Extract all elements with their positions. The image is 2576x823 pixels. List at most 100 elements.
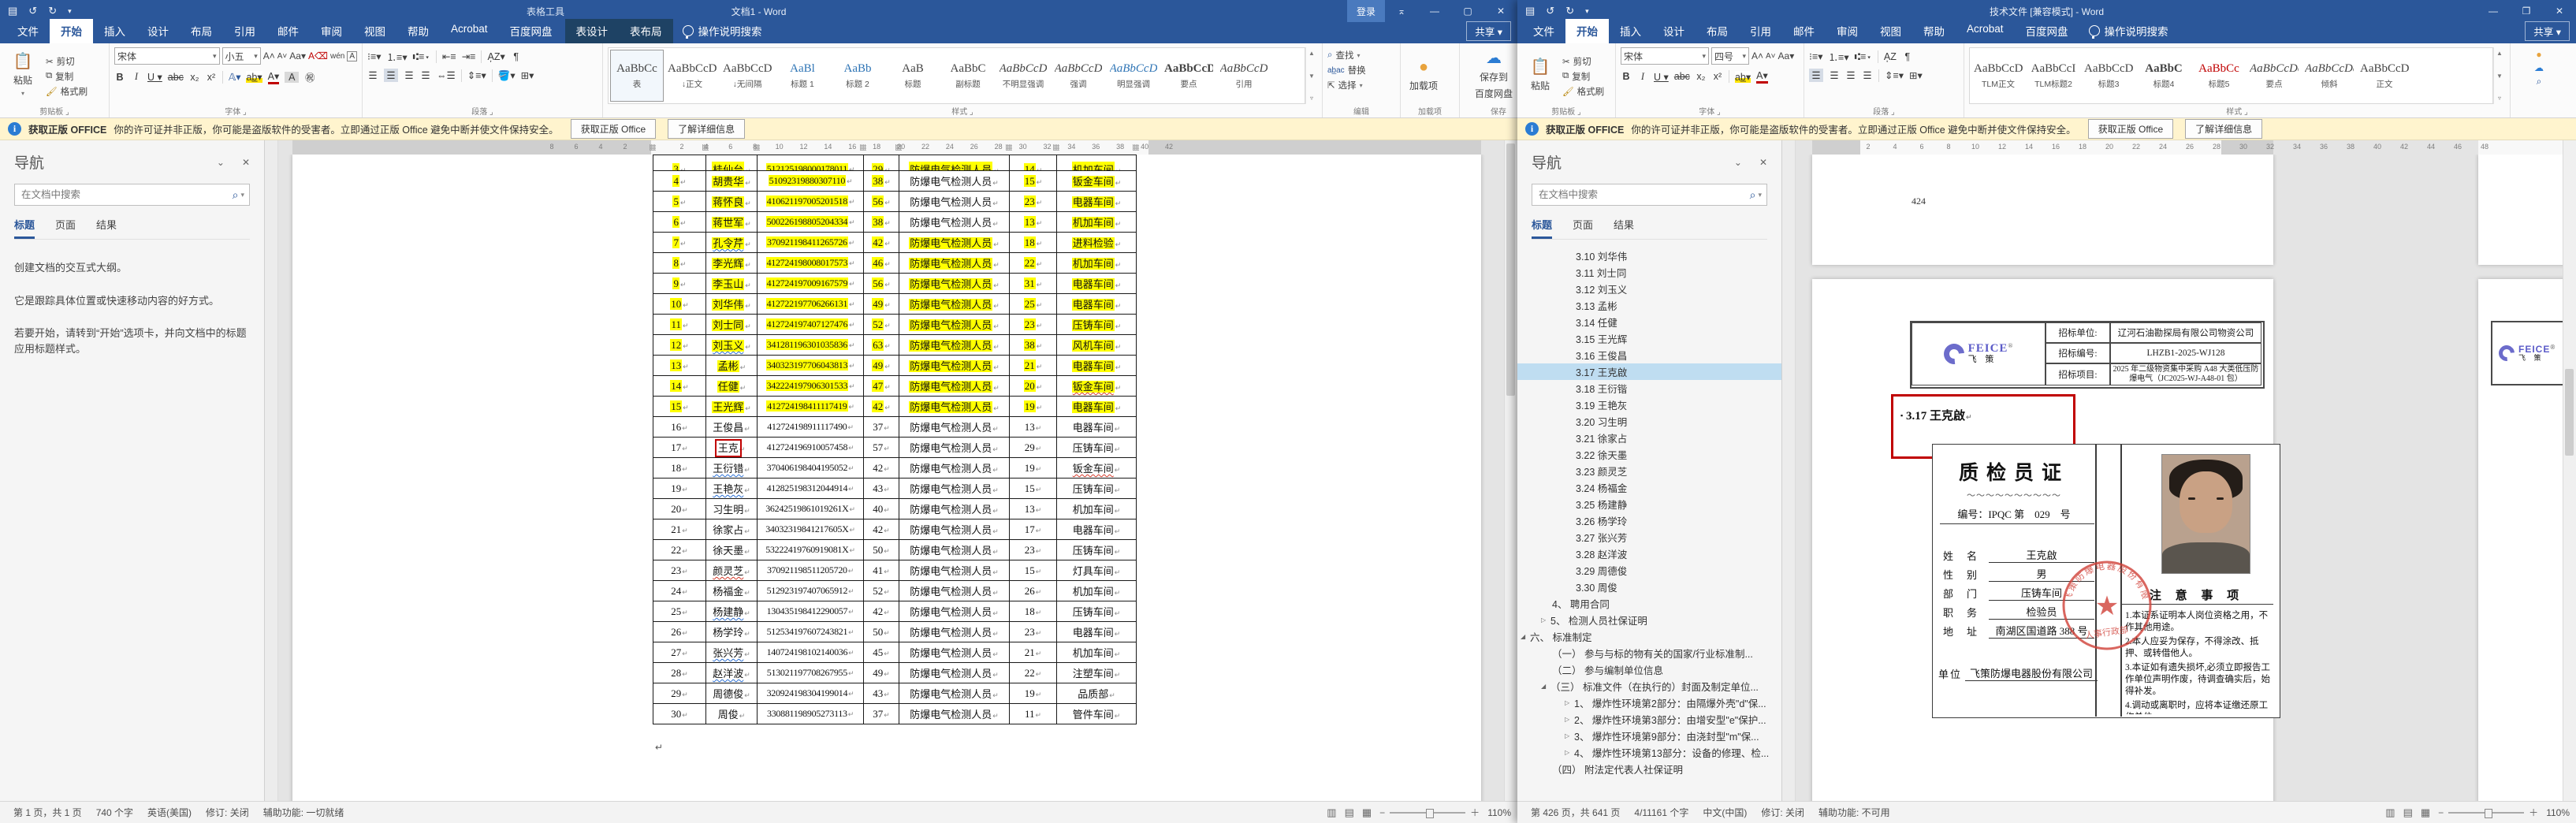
- collapsed-arrow-icon[interactable]: ▷: [1565, 699, 1570, 706]
- table-cell[interactable]: 26↵: [1009, 580, 1057, 601]
- nav-heading-item[interactable]: 3.10 刘华伟: [1517, 248, 1781, 264]
- nav-heading-item[interactable]: 4、 聘用合同: [1517, 595, 1781, 612]
- table-cell[interactable]: 防爆电气检测人员↵: [899, 683, 1010, 704]
- style-item[interactable]: AaBbCcD ↓正文: [665, 50, 719, 102]
- accessibility-indicator[interactable]: 辅助功能: 不可用: [1818, 807, 1890, 818]
- nav-heading-item[interactable]: ▷ 3、 爆炸性环境第9部分：由浇封型"m"保...: [1517, 728, 1781, 744]
- search-icon[interactable]: ⌕: [232, 188, 239, 201]
- style-item[interactable]: AaBbCcD 引用: [1217, 50, 1271, 102]
- table-cell[interactable]: 品质部↵: [1056, 683, 1137, 704]
- table-cell[interactable]: 李玉山 ↵: [705, 273, 758, 294]
- table-cell[interactable]: 杨福金↵: [705, 580, 758, 601]
- nav-heading-item[interactable]: ▷ 4、 爆炸性环境第13部分：设备的修理、检...: [1517, 744, 1781, 761]
- table-cell[interactable]: 16↵: [653, 416, 706, 438]
- table-column-marker[interactable]: [1133, 144, 1139, 151]
- qat-customize-icon[interactable]: ▾: [1585, 6, 1589, 15]
- table-cell[interactable]: 压铸车间↵: [1056, 478, 1137, 499]
- table-cell[interactable]: 灯具车间↵: [1056, 560, 1137, 581]
- grow-font-icon[interactable]: A˄: [1751, 50, 1764, 61]
- bullets-icon[interactable]: ⁝≡▾: [1809, 51, 1823, 62]
- table-cell[interactable]: 9 ↵: [653, 273, 706, 294]
- table-cell[interactable]: 41↵: [863, 560, 899, 581]
- language-indicator[interactable]: 英语(美国): [147, 807, 192, 818]
- table-cell[interactable]: 习生明↵: [705, 498, 758, 519]
- text-effects-icon[interactable]: 𝔸▾: [228, 72, 241, 83]
- print-layout-icon[interactable]: ▤: [1344, 806, 1354, 818]
- nav-heading-item[interactable]: （一） 参与与标的物有关的国家/行业标准制...: [1517, 645, 1781, 661]
- get-genuine-office-button[interactable]: 获取正版 Office: [2087, 119, 2174, 139]
- copy-button[interactable]: ⧉ 复制: [1562, 71, 1591, 82]
- table-cell[interactable]: 防爆电气检测人员↵: [899, 560, 1010, 581]
- document-page[interactable]: 3↵桂仙台↵512125198000178011↵29↵防爆电气检测人员↵14↵…: [292, 155, 1481, 801]
- table-cell[interactable]: 43↵: [863, 683, 899, 704]
- tab-审阅[interactable]: 审阅: [321, 26, 342, 38]
- table-cell[interactable]: 防爆电气检测人员↵: [899, 437, 1010, 458]
- table-cell[interactable]: 37↵: [863, 416, 899, 438]
- scrollbar-thumb[interactable]: [1506, 143, 1515, 396]
- change-case-icon[interactable]: Aa▾: [1778, 50, 1795, 61]
- collapsed-arrow-icon[interactable]: ▷: [1565, 749, 1570, 756]
- style-item[interactable]: AaBbCcDd TLM正文: [1971, 50, 2025, 102]
- table-cell[interactable]: 防爆电气检测人员↵: [899, 314, 1010, 335]
- table-cell[interactable]: 电器车间↵: [1056, 621, 1137, 642]
- table-cell[interactable]: 防爆电气检测人员↵: [899, 375, 1010, 397]
- style-item[interactable]: AaBbCcDc 要点: [2247, 50, 2301, 102]
- nav-heading-item[interactable]: 3.30 周俊: [1517, 579, 1781, 595]
- table-cell[interactable]: 330881198905273113↵: [757, 703, 864, 724]
- table-cell[interactable]: 王俊昌↵: [705, 416, 758, 438]
- table-cell[interactable]: 17↵: [653, 437, 706, 458]
- page-indicator[interactable]: 第 426 页，共 641 页: [1531, 807, 1621, 818]
- vertical-scrollbar[interactable]: [1504, 140, 1517, 801]
- table-cell[interactable]: 王衍错↵: [705, 457, 758, 479]
- table-cell[interactable]: 30↵: [653, 703, 706, 724]
- table-cell[interactable]: 38 ↵: [1009, 334, 1057, 356]
- table-cell[interactable]: 12 ↵: [653, 334, 706, 356]
- table-cell[interactable]: 压铸车间↵: [1056, 539, 1137, 560]
- style-item[interactable]: AaBb 标题 2: [831, 50, 884, 102]
- nav-heading-item[interactable]: 3.19 王艳灰: [1517, 397, 1781, 413]
- search-icon[interactable]: ⌕: [2536, 76, 2542, 87]
- table-cell[interactable]: 压铸车间↵: [1056, 314, 1137, 335]
- distribute-icon[interactable]: ⇔☰: [437, 70, 456, 81]
- nav-heading-item[interactable]: （四） 附法定代表人社保证明: [1517, 761, 1781, 777]
- redo-icon[interactable]: ↻: [48, 5, 58, 17]
- table-cell[interactable]: 50↵: [863, 621, 899, 642]
- table-cell[interactable]: 19↵: [653, 478, 706, 499]
- table-cell[interactable]: 压铸车间↵: [1056, 601, 1137, 622]
- web-layout-icon[interactable]: ▦: [2420, 806, 2431, 818]
- track-changes-indicator[interactable]: 修订: 关闭: [206, 807, 249, 818]
- close-icon[interactable]: ✕: [1759, 156, 1767, 168]
- learn-more-button[interactable]: 了解详细信息: [668, 119, 746, 139]
- table-cell[interactable]: 513021197708267955↵: [757, 662, 864, 683]
- table-cell[interactable]: 李光辉 ↵: [705, 252, 758, 274]
- nav-heading-item[interactable]: 3.25 杨建静: [1517, 496, 1781, 512]
- tab-引用[interactable]: 引用: [1750, 26, 1771, 38]
- table-column-marker[interactable]: [754, 144, 760, 151]
- cut-button[interactable]: ✂ 剪切: [1562, 57, 1591, 67]
- tab-邮件[interactable]: 邮件: [277, 26, 299, 38]
- table-cell[interactable]: 电器车间↵: [1056, 519, 1137, 540]
- table-cell[interactable]: 电器车间↵: [1056, 355, 1137, 376]
- char-shading-icon[interactable]: A: [285, 71, 300, 83]
- font-name-combo[interactable]: 宋体 ▾: [1621, 47, 1709, 65]
- table-cell[interactable]: 防爆电气检测人员↵: [899, 293, 1010, 315]
- table-cell[interactable]: 王克↵: [705, 437, 758, 458]
- close-icon[interactable]: ✕: [1496, 6, 1506, 17]
- nav-heading-item[interactable]: 3.12 刘玉义: [1517, 281, 1781, 297]
- table-column-marker[interactable]: [860, 144, 866, 151]
- style-item[interactable]: AaBbCcD ↓无间隔: [720, 50, 774, 102]
- table-cell[interactable]: 7 ↵: [653, 232, 706, 253]
- table-cell[interactable]: 机加车间↵: [1056, 155, 1137, 171]
- table-cell[interactable]: 电器车间↵: [1056, 273, 1137, 294]
- table-cell[interactable]: 26↵: [653, 621, 706, 642]
- table-cell[interactable]: 21↵: [1009, 355, 1057, 376]
- table-cell[interactable]: 防爆电气检测人员↵: [899, 519, 1010, 540]
- table-cell[interactable]: 电器车间↵: [1056, 396, 1137, 417]
- maximize-icon[interactable]: ▢: [1463, 6, 1472, 17]
- table-cell[interactable]: 49↵: [863, 355, 899, 376]
- nav-heading-item[interactable]: 3.22 徐天墨: [1517, 446, 1781, 463]
- restore-icon[interactable]: ❐: [2522, 6, 2531, 17]
- table-cell[interactable]: 57↵: [863, 437, 899, 458]
- table-cell[interactable]: 42↵: [863, 601, 899, 622]
- table-cell[interactable]: 电器车间↵: [1056, 293, 1137, 315]
